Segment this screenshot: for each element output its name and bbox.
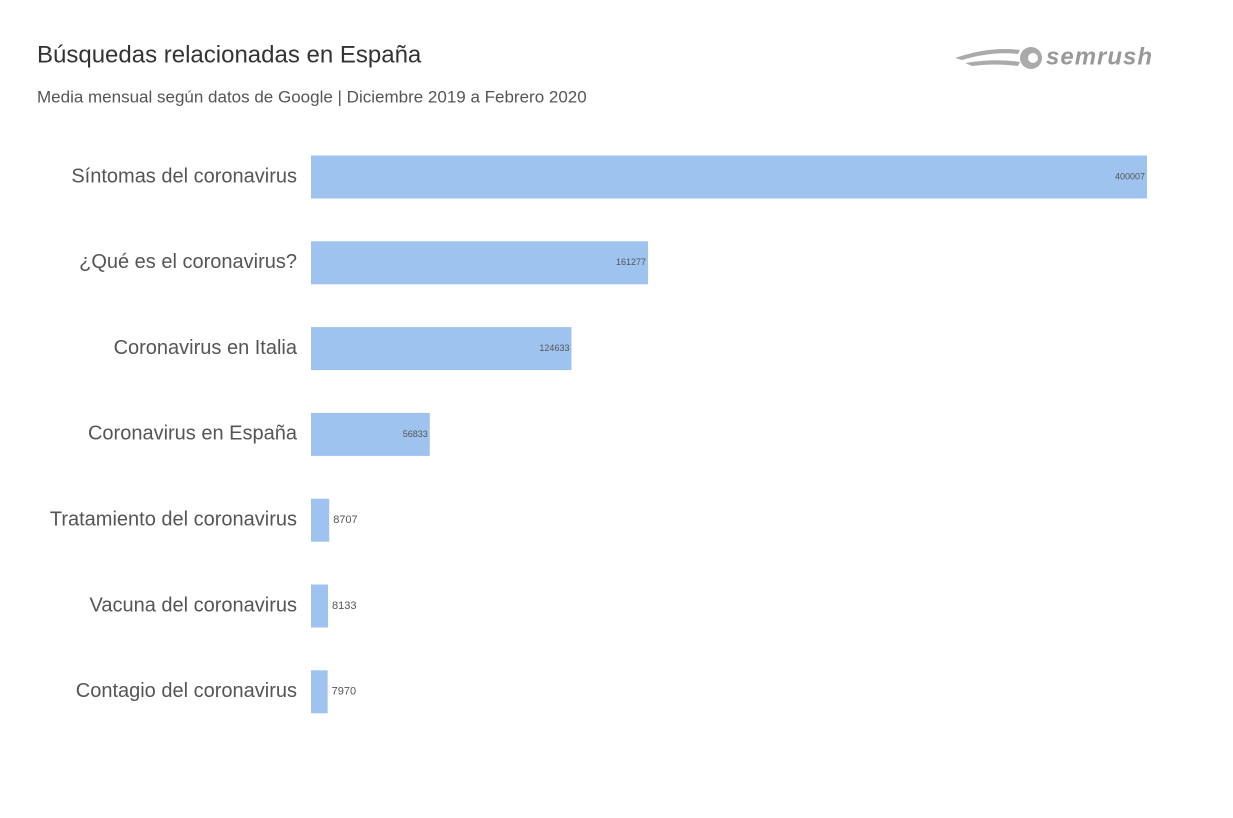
brand-logo: semrush [955,43,1153,70]
value-label: 56833 [403,429,428,439]
value-label: 400007 [1115,171,1145,181]
logo-swoosh [955,49,1020,60]
chart-title: Búsquedas relacionadas en España [37,41,422,68]
category-label: Contagio del coronavirus [76,680,297,702]
logo-circle-inner [1028,53,1038,63]
bar [311,670,328,714]
brand-name: semrush [1046,43,1153,70]
category-label: Tratamiento del coronavirus [50,508,297,530]
value-label: 124633 [539,343,569,353]
bar [311,241,649,285]
bar [311,327,572,371]
value-label: 8133 [332,600,356,612]
bar [311,155,1147,199]
value-label: 8707 [333,514,357,526]
bar [311,412,430,456]
value-label: 161277 [616,257,646,267]
category-label: Coronavirus en España [88,423,298,445]
category-label: ¿Qué es el coronavirus? [79,251,297,273]
category-label: Coronavirus en Italia [114,337,298,359]
value-label: 7970 [332,686,356,698]
chart-subtitle: Media mensual según datos de Google | Di… [37,87,587,106]
bar [311,584,328,628]
category-label: Síntomas del coronavirus [71,165,297,187]
category-label: Vacuna del coronavirus [89,594,297,616]
bar [311,498,330,542]
logo-swoosh [965,60,1020,66]
